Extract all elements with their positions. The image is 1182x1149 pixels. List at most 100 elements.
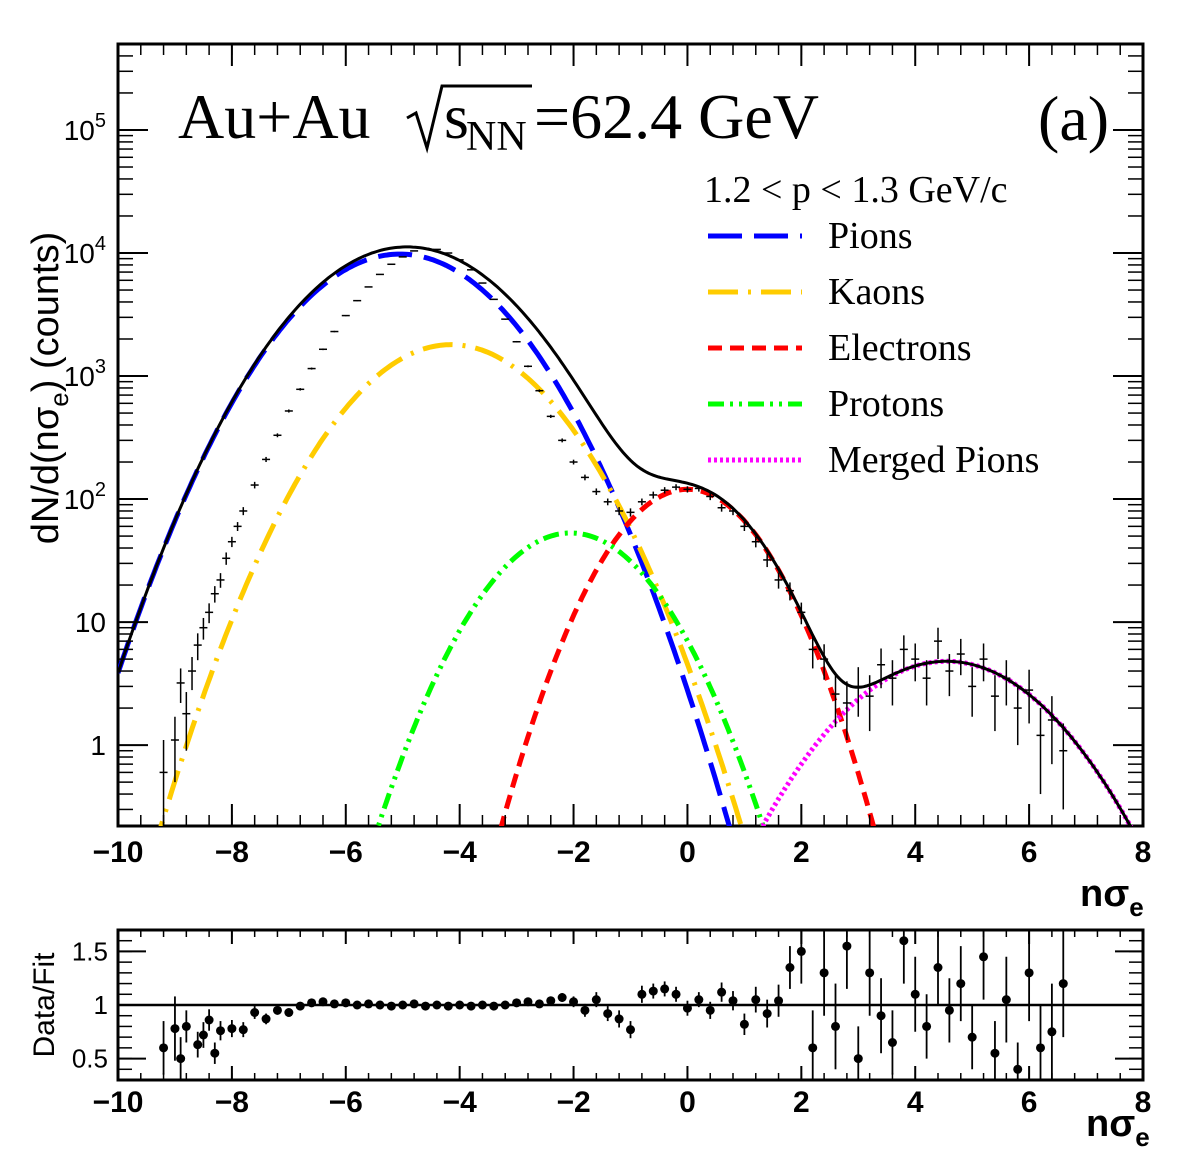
ratio-point [210,1042,220,1064]
data-point [478,282,487,284]
curve-total-fit [118,245,1133,826]
ratio-point [1001,956,1011,1043]
data-point [467,269,476,271]
data-point [262,456,271,463]
legend-entry-merged-pions: Merged Pions [708,439,1039,481]
legend-entry-electrons: Electrons [708,327,972,369]
data-point [729,507,737,516]
svg-text:dN/d(nσe) (counts): dN/d(nσe) (counts) [25,232,74,544]
data-point [854,667,863,717]
ratio-point [193,1031,203,1058]
data-point [284,409,293,413]
main-plot-area [118,245,1134,826]
ratio-point [853,1026,863,1080]
data-point [615,507,624,516]
data-point [387,263,396,266]
ratio-point [842,930,852,989]
legend-entry-protons: Protons [708,383,944,425]
y-tick-label: 105 [64,110,106,146]
data-point [455,259,464,261]
ratio-point [176,1037,186,1080]
ratio-x-tick-label: −6 [329,1086,363,1119]
data-point [911,643,920,682]
ratio-point [580,1003,590,1017]
y-tick-label: 10 [75,607,106,638]
y-axis-title-sub: e [44,392,74,406]
ratio-point [421,1001,430,1011]
data-point [421,247,430,250]
x-tick-label: −8 [215,836,249,869]
ratio-point [284,1008,294,1017]
data-point [199,617,208,640]
legend-entry-kaons: Kaons [708,271,925,313]
data-point [1059,723,1068,810]
ratio-point [398,1000,408,1010]
y-axis-title-bottom: Data/Fit [28,952,61,1058]
data-point [319,348,327,351]
ratio-x-tick-label: 6 [1021,1086,1038,1119]
curve-pions [118,251,732,826]
data-point [626,508,635,517]
ratio-point [546,996,556,1006]
data-point [176,668,185,703]
data-point [877,648,886,689]
ratio-point [466,1001,476,1011]
ratio-point [671,986,681,1002]
ratio-point [933,930,943,1005]
ratio-point [375,1000,385,1010]
ratio-point [569,996,579,1008]
ratio-point [1047,983,1057,1080]
x-tick-label: −6 [329,836,363,869]
ratio-x-tick-label: 4 [907,1086,924,1119]
x-tick-label: 8 [1135,836,1152,869]
ratio-point [990,1021,1000,1080]
data-point [706,493,715,501]
data-point [239,507,248,516]
legend-label: Pions [828,215,912,257]
data-point [672,484,681,491]
x-tick-label: −4 [443,836,478,869]
ratio-point [637,985,647,1003]
data-point [501,318,510,320]
data-point [159,740,168,826]
sqrt-sign [406,84,532,154]
data-point [432,248,441,251]
ratio-point [967,1005,977,1070]
data-point [592,488,601,495]
ratio-point [512,998,522,1008]
ratio-x-tick-label: −8 [215,1086,249,1119]
ratio-point [979,930,989,1000]
ratio-point [272,1005,282,1015]
y-axis-title-part1: dN/d(nσ [25,407,67,545]
ratio-point [728,991,738,1011]
ratio-point [227,1020,237,1038]
ratio-point [1058,930,1068,1038]
collision-system-label: Au+Au [178,81,371,152]
legend-label: Electrons [828,327,972,369]
data-point [945,654,954,697]
data-point [296,388,305,391]
data-point [660,487,669,494]
y-axis-title-part2: ) (counts) [25,232,67,392]
ratio-point [808,1010,818,1080]
panel-label: (a) [1038,83,1109,154]
momentum-range-label: 1.2 < p < 1.3 GeV/c [704,169,1008,211]
data-point [751,536,760,548]
ratio-point [455,1000,465,1010]
ratio-point [250,1006,260,1019]
data-point [1036,708,1045,795]
data-point [717,504,726,512]
ratio-point [876,978,886,1054]
data-point [740,522,749,531]
y-tick-label: 102 [64,479,106,515]
ratio-point [198,1022,208,1048]
x-tick-label: 0 [679,836,696,869]
ratio-point [603,1006,613,1022]
ratio-point [694,992,704,1008]
ratio-point [1036,1005,1045,1080]
ratio-point [204,1009,214,1031]
ratio-point [626,1021,635,1039]
data-point [205,603,214,624]
y-axis-title-top: dN/d(nσe) (counts) [25,232,74,544]
